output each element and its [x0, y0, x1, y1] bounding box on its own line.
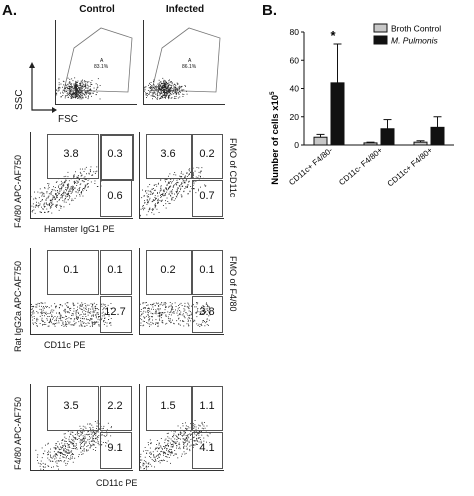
gate-box — [100, 432, 132, 469]
row3-x-axis-label: CD11c PE — [44, 340, 86, 350]
x-tick-label: CD11c- F4/80+ — [337, 145, 384, 187]
axis-arrow-icon — [29, 62, 57, 113]
y-tick-label: 40 — [290, 84, 300, 94]
legend-label: M. Pulmonis — [391, 36, 439, 46]
gate-label: A — [188, 58, 192, 64]
legend-swatch — [373, 23, 388, 33]
y-tick-label: 60 — [290, 55, 300, 65]
gate-percentage: 0.1 — [63, 264, 79, 276]
panel-a-label: A. — [2, 2, 17, 19]
infected-f480-cd11c-plot: 1.5 1.1 4.1 — [139, 384, 224, 471]
gate-box — [192, 134, 223, 179]
y-axis-label: Number of cells x105 — [269, 91, 281, 185]
bar-m-pulmonis — [330, 82, 345, 146]
control-f480-cd11c-plot: 3.5 2.2 9.1 — [30, 384, 133, 471]
legend-label: Broth Control — [391, 24, 441, 34]
gate-box — [47, 386, 99, 431]
gate-pct: 86.1% — [182, 64, 197, 70]
gate-box — [146, 386, 192, 431]
bar-chart: Number of cells x105 0 20 40 60 80 CD11c+ F4/… — [269, 23, 454, 188]
gate-percentage: 4.1 — [199, 442, 215, 454]
gate-box — [192, 432, 223, 469]
control-fsc-ssc-plot: A 83.1% — [55, 20, 137, 105]
bar-broth-control — [413, 141, 428, 146]
row2-fmo-label: FMO of CD11c — [228, 138, 238, 198]
row1-x-axis-label: FSC — [58, 114, 78, 125]
gate-box — [192, 386, 223, 431]
row3-fmo-label: FMO of F4/80 — [228, 256, 238, 312]
panel-b-label: B. — [262, 2, 277, 19]
y-tick-label: 0 — [294, 140, 299, 150]
gate-percentage: 1.5 — [160, 400, 176, 412]
bar-m-pulmonis — [430, 126, 445, 146]
row2-y-axis-label: F4/80 APC-AF750 — [13, 154, 23, 228]
gate-percentage: 1.1 — [199, 400, 215, 412]
gate-box — [100, 296, 132, 333]
x-tick-label: CD11c+ F4/80+ — [386, 145, 435, 188]
row4-x-axis-label: CD11c PE — [96, 478, 138, 488]
gate-percentage: 0.2 — [160, 264, 176, 276]
gate-box — [47, 134, 99, 179]
x-tick-label: CD11c+ F4/80- — [287, 145, 334, 187]
infected-fsc-ssc-plot: A 86.1% — [143, 20, 225, 105]
gate-box — [47, 250, 99, 295]
gate-percentage: 0.1 — [107, 264, 123, 276]
gate-percentage: 2.2 — [107, 400, 123, 412]
control-column-title: Control — [79, 4, 115, 15]
gate-box — [146, 134, 192, 179]
bar-m-pulmonis — [380, 128, 395, 146]
gate-percentage: 3.8 — [63, 148, 79, 160]
gate-percentage: 9.1 — [107, 442, 123, 454]
control-fmo-f480-plot: 0.1 0.1 12.7 — [30, 248, 133, 335]
gate-percentage: 12.7 — [104, 306, 126, 318]
bar-broth-control — [313, 136, 328, 146]
legend-swatch — [373, 35, 388, 45]
y-tick-label: 80 — [290, 27, 300, 37]
significance-marker: * — [330, 28, 336, 43]
gate-box — [192, 250, 223, 295]
gate-percentage: 0.1 — [199, 264, 215, 276]
gate-percentage: 0.6 — [107, 190, 123, 202]
gate-box — [146, 250, 192, 295]
bar-broth-control — [363, 142, 378, 146]
gate-box — [192, 180, 223, 217]
gate-percentage: 0.7 — [199, 190, 215, 202]
gate-box — [192, 296, 223, 333]
row3-y-axis-label: Rat IgG2a APC-AF750 — [13, 260, 23, 352]
row2-x-axis-label: Hamster IgG1 PE — [44, 224, 115, 234]
gate-box — [100, 386, 132, 431]
gate-pct: 83.1% — [94, 64, 109, 70]
infected-column-title: Infected — [165, 4, 205, 15]
gate-percentage: 3.8 — [199, 306, 215, 318]
gate-box — [100, 180, 132, 217]
gate-percentage: 0.2 — [199, 148, 215, 160]
control-fmo-cd11c-plot: 3.8 0.3 0.6 — [30, 132, 134, 219]
y-tick-label: 20 — [290, 112, 300, 122]
gate-box — [100, 250, 132, 295]
infected-fmo-cd11c-plot: 3.6 0.2 0.7 — [139, 132, 224, 219]
gate-percentage: 3.6 — [160, 148, 176, 160]
row4-y-axis-label: F4/80 APC-AF750 — [13, 396, 23, 470]
infected-fmo-f480-plot: 0.2 0.1 3.8 — [139, 248, 224, 335]
row1-y-axis-label: SSC — [14, 89, 25, 110]
gate-percentage: 3.5 — [63, 400, 79, 412]
gate-percentage: 0.3 — [107, 148, 123, 160]
gate-label: A — [100, 58, 104, 64]
